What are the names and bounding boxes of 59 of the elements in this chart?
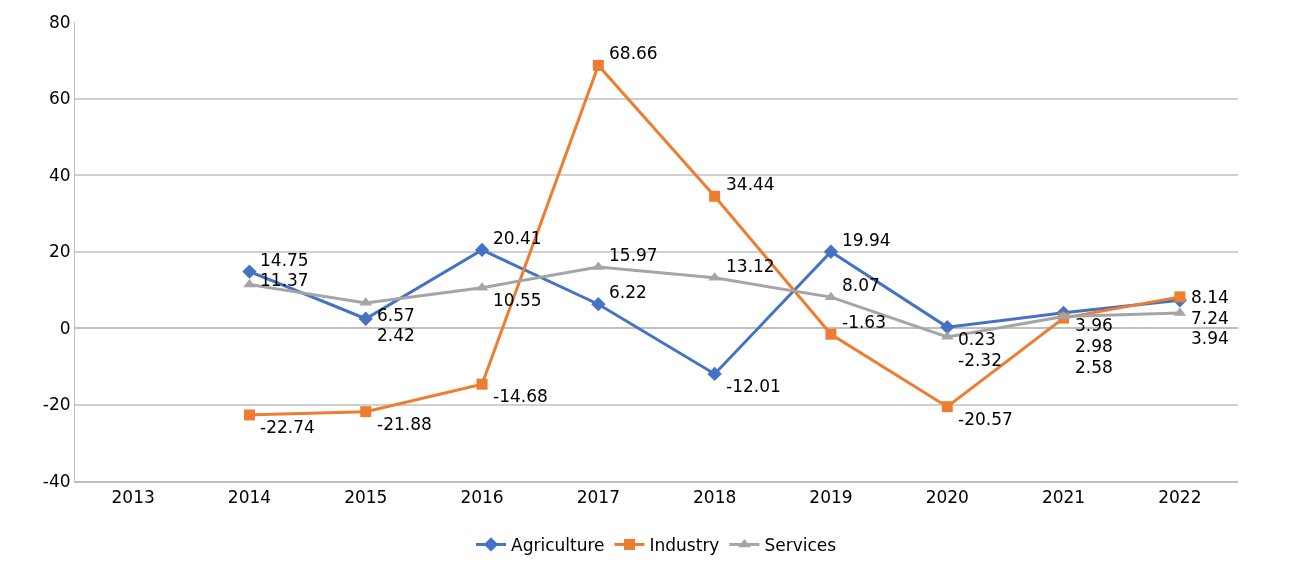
- y-tick-label: 80: [48, 11, 71, 32]
- data-label: 13.12: [726, 256, 775, 276]
- x-tick-label: 2020: [925, 487, 969, 508]
- point: [242, 264, 257, 279]
- data-label: 2.98: [1075, 336, 1113, 356]
- point: [1174, 291, 1186, 303]
- x-tick-label: 2022: [1158, 487, 1202, 508]
- data-label: -22.74: [260, 417, 315, 437]
- y-tick-label: -40: [42, 470, 71, 491]
- point: [476, 378, 488, 390]
- x-tick-label: 2015: [344, 487, 388, 508]
- point: [592, 59, 604, 71]
- x-tick-label: 2017: [576, 487, 620, 508]
- data-label: 7.24: [1191, 308, 1229, 328]
- data-label: 14.75: [260, 250, 309, 270]
- point: [709, 190, 721, 202]
- y-tick-label: 0: [59, 317, 71, 338]
- legend-label: Services: [764, 535, 837, 556]
- data-label: -2.32: [958, 350, 1002, 370]
- legend-label: Agriculture: [511, 535, 605, 556]
- point: [243, 409, 255, 421]
- data-label: 2.42: [377, 325, 415, 345]
- point: [941, 401, 953, 413]
- data-label: -20.57: [958, 409, 1013, 429]
- data-label: 15.97: [609, 245, 658, 265]
- legend-label: Industry: [649, 535, 720, 556]
- y-tick-label: 60: [48, 88, 71, 109]
- point: [823, 244, 839, 259]
- x-tick-label: 2021: [1041, 487, 1086, 508]
- point: [360, 406, 372, 418]
- data-label: 34.44: [726, 174, 775, 194]
- data-label: -1.63: [842, 312, 886, 332]
- point: [474, 242, 490, 258]
- data-label: -12.01: [726, 376, 781, 396]
- x-tick-label: 2018: [693, 487, 737, 508]
- x-tick-label: 2019: [809, 487, 853, 508]
- data-label: 6.57: [377, 305, 415, 325]
- data-label: 19.94: [842, 230, 891, 250]
- y-tick-label: 20: [48, 241, 71, 262]
- data-label: 8.07: [842, 275, 880, 295]
- point: [358, 311, 373, 326]
- y-tick-label: -20: [42, 394, 71, 415]
- point: [707, 366, 722, 382]
- y-tick-label: 40: [48, 164, 71, 185]
- point: [591, 297, 606, 312]
- data-label: -14.68: [493, 386, 548, 406]
- data-label: 0.23: [958, 329, 996, 349]
- data-label: -21.88: [377, 414, 432, 434]
- x-tick-label: 2016: [460, 487, 504, 508]
- data-label: 3.94: [1191, 328, 1229, 348]
- data-label: 6.22: [609, 282, 647, 302]
- data-label: 8.14: [1191, 287, 1229, 307]
- x-tick-label: 2013: [111, 487, 155, 508]
- point: [940, 319, 955, 335]
- point: [825, 328, 837, 340]
- x-tick-label: 2014: [227, 487, 272, 508]
- data-label: 68.66: [609, 43, 658, 63]
- data-label: 2.58: [1075, 357, 1113, 377]
- data-label: 3.96: [1075, 315, 1113, 335]
